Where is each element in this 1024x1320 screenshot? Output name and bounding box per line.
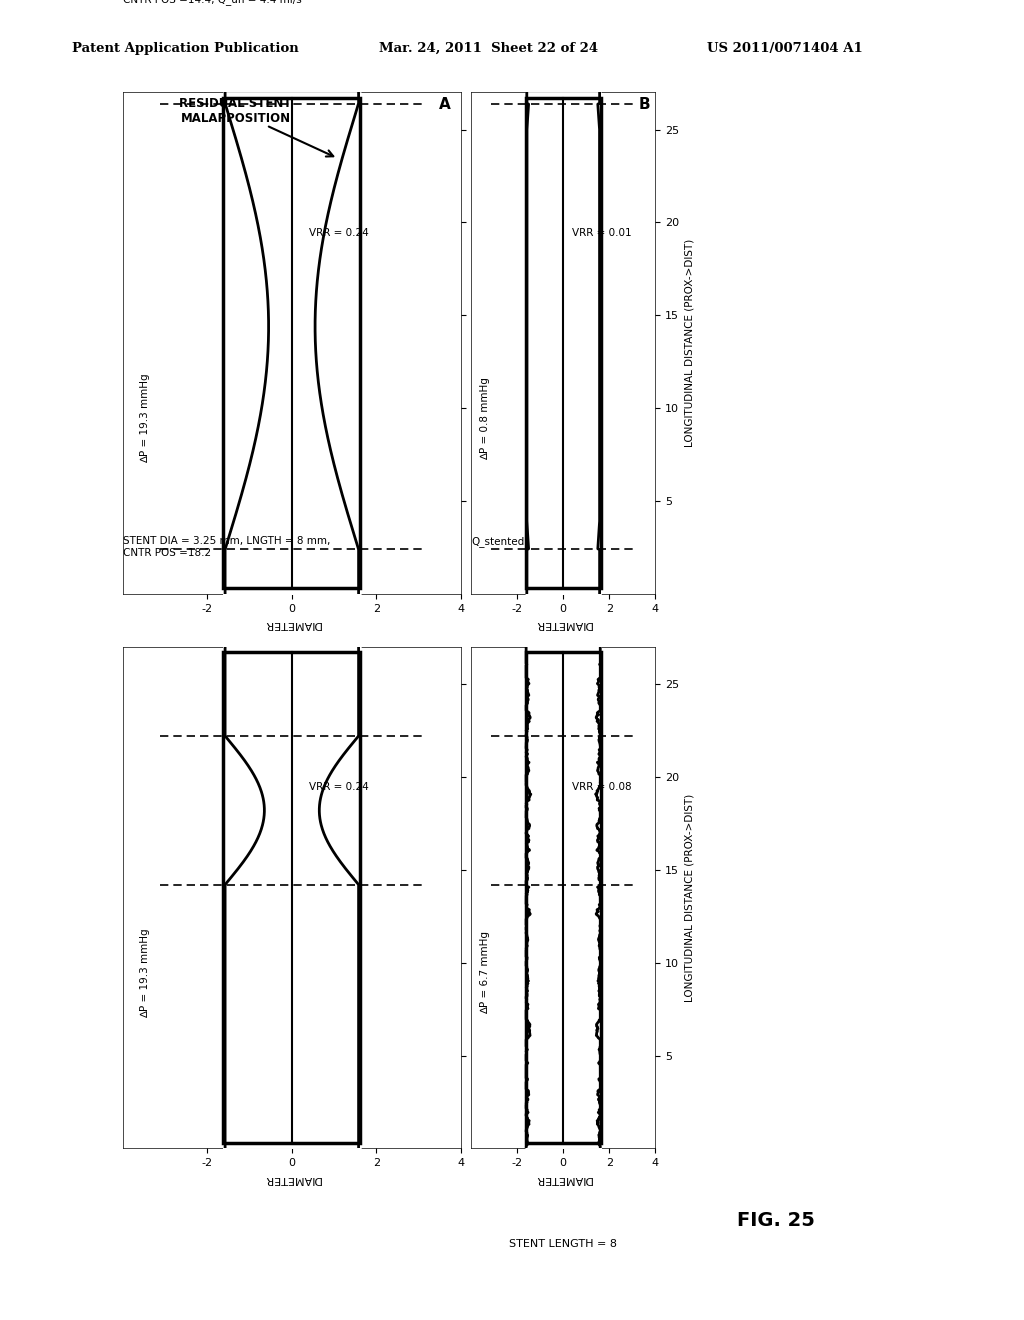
Text: ∆P = 19.3 mmHg: ∆P = 19.3 mmHg [139, 374, 150, 463]
Text: Mar. 24, 2011  Sheet 22 of 24: Mar. 24, 2011 Sheet 22 of 24 [379, 42, 598, 55]
Bar [525, 652, 601, 1143]
Text: STENT DIA = 3.25 mm, LNGTH = 8 mm,
CNTR POS =18.2: STENT DIA = 3.25 mm, LNGTH = 8 mm, CNTR … [123, 536, 331, 558]
Bar [223, 98, 360, 589]
Text: Q_stented: Q_stented [471, 536, 524, 548]
Y-axis label: LONGITUDINAL DISTANCE (PROX->DIST): LONGITUDINAL DISTANCE (PROX->DIST) [685, 793, 694, 1002]
Bar [525, 98, 601, 589]
X-axis label: DIAMETER: DIAMETER [535, 619, 592, 630]
Text: US 2011/0071404 A1: US 2011/0071404 A1 [707, 42, 862, 55]
Text: STENT DIA = 3.25 mm, LNGTH = 24 mm,
CNTR POS =14.4, Q_un = 4.4 ml/s: STENT DIA = 3.25 mm, LNGTH = 24 mm, CNTR… [123, 0, 337, 4]
X-axis label: DIAMETER: DIAMETER [263, 1173, 321, 1184]
Text: RESIDUAL STENT
MALAPPOSITION: RESIDUAL STENT MALAPPOSITION [179, 98, 292, 125]
Text: ∆P = 6.7 mmHg: ∆P = 6.7 mmHg [480, 932, 490, 1014]
Text: ∆P = 19.3 mmHg: ∆P = 19.3 mmHg [139, 928, 150, 1018]
X-axis label: DIAMETER: DIAMETER [535, 1173, 592, 1184]
Text: VRR = 0.24: VRR = 0.24 [309, 783, 369, 792]
Bar [223, 103, 360, 549]
Text: VRR = 0.08: VRR = 0.08 [572, 783, 632, 792]
X-axis label: DIAMETER: DIAMETER [263, 619, 321, 630]
Text: Patent Application Publication: Patent Application Publication [72, 42, 298, 55]
Text: VRR = 0.01: VRR = 0.01 [572, 228, 632, 238]
Y-axis label: LONGITUDINAL DISTANCE (PROX->DIST): LONGITUDINAL DISTANCE (PROX->DIST) [685, 239, 694, 447]
Text: ∆P = 0.8 mmHg: ∆P = 0.8 mmHg [480, 378, 490, 459]
Text: FIG. 25: FIG. 25 [737, 1212, 815, 1230]
Bar [223, 652, 360, 1143]
Text: B: B [638, 98, 650, 112]
Text: VRR = 0.24: VRR = 0.24 [309, 228, 369, 238]
Bar [223, 737, 360, 884]
Text: STENT LENGTH = 24: STENT LENGTH = 24 [506, 684, 621, 694]
Text: A: A [439, 98, 451, 112]
Text: STENT LENGTH = 8: STENT LENGTH = 8 [509, 1238, 617, 1249]
